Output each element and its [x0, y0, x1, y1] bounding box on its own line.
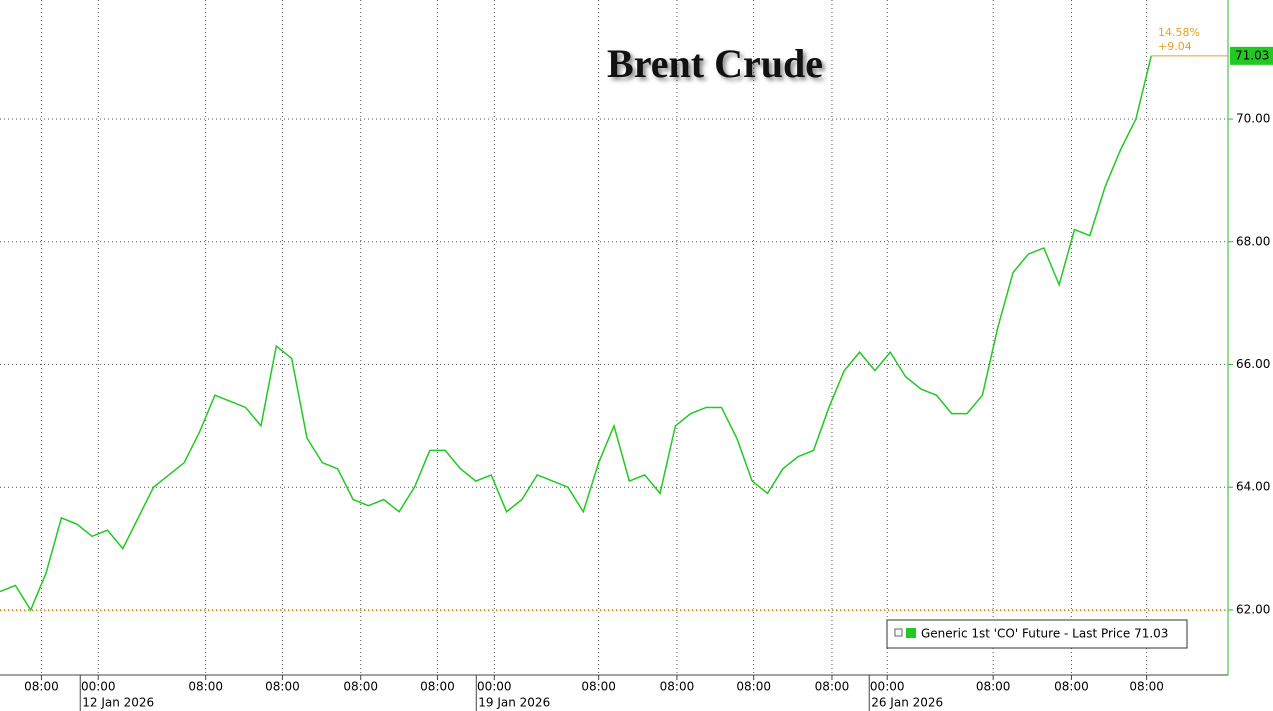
grid — [0, 0, 1228, 675]
last-price-label: 71.03 — [1235, 48, 1269, 62]
x-tick-label: 08:00 — [736, 680, 771, 694]
legend-label: Generic 1st 'CO' Future - Last Price 71.… — [921, 627, 1168, 641]
x-tick-label: 08:00 — [24, 680, 59, 694]
legend-box — [886, 619, 1188, 649]
x-tick-label: 08:00 — [976, 680, 1011, 694]
date-label: 12 Jan 2026 — [82, 696, 154, 710]
y-tick-label: 64.00 — [1236, 480, 1270, 494]
annotation: +9.04 — [1158, 40, 1192, 53]
date-label: 26 Jan 2026 — [871, 696, 943, 710]
x-tick-label: 08:00 — [1129, 680, 1164, 694]
x-tick-label: 08:00 — [343, 680, 378, 694]
last-price-box — [1230, 46, 1273, 65]
x-tick-label: 00:00 — [870, 680, 905, 694]
x-tick-label: 08:00 — [188, 680, 223, 694]
legend-swatch — [906, 628, 916, 638]
date-label: 19 Jan 2026 — [478, 696, 550, 710]
y-tick-label: 62.00 — [1236, 602, 1270, 616]
y-tick-label: 66.00 — [1236, 357, 1270, 371]
annotation: 14.58% — [1158, 26, 1200, 39]
x-tick-label: 08:00 — [265, 680, 300, 694]
x-tick-label: 08:00 — [815, 680, 850, 694]
plot — [0, 55, 1152, 612]
x-tick-label: 08:00 — [420, 680, 455, 694]
legend: Generic 1st 'CO' Future - Last Price 71.… — [886, 619, 1188, 649]
x-tick-label: 08:00 — [581, 680, 616, 694]
y-tick-label: 70.00 — [1236, 112, 1270, 126]
x-tick-label: 08:00 — [1054, 680, 1089, 694]
y-tick-label: 68.00 — [1236, 234, 1270, 248]
legend-toggle[interactable] — [894, 628, 903, 637]
x-tick-label: 00:00 — [477, 680, 512, 694]
x-tick-label: 00:00 — [81, 680, 116, 694]
price-line — [0, 55, 1152, 612]
chart-title: Brent Crude — [607, 41, 823, 86]
x-tick-label: 08:00 — [660, 680, 695, 694]
